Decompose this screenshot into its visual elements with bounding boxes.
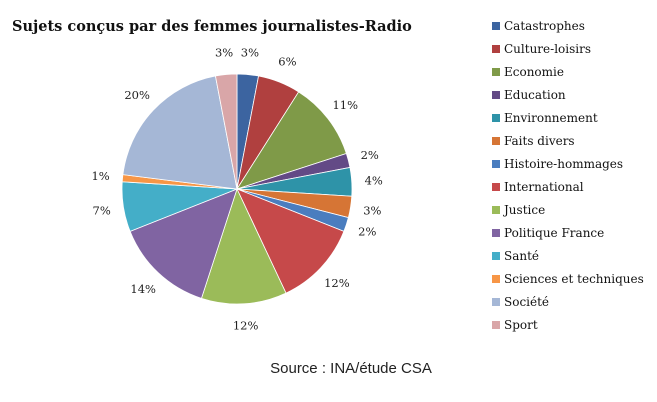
legend-item: Santé <box>492 244 644 267</box>
legend-item: Faits divers <box>492 129 644 152</box>
legend-label: Justice <box>504 202 546 217</box>
data-label: 3% <box>363 203 381 217</box>
legend-swatch <box>492 182 500 191</box>
data-label: 2% <box>361 148 379 162</box>
pie-slice-justice <box>200 187 287 305</box>
pie-slice-politique-france <box>129 188 238 299</box>
legend-swatch <box>492 320 500 329</box>
legend-label: Culture-loisirs <box>504 41 591 56</box>
legend-swatch <box>492 297 500 306</box>
legend-item: Economie <box>492 60 644 83</box>
legend-item: Environnement <box>492 106 644 129</box>
legend-label: Environnement <box>504 110 598 125</box>
data-label: 20% <box>124 88 150 102</box>
legend-item: Justice <box>492 198 644 221</box>
legend-item: International <box>492 175 644 198</box>
data-label: 14% <box>130 282 156 296</box>
legend-swatch <box>492 274 500 283</box>
legend-label: Education <box>504 87 566 102</box>
pie-slice-international <box>236 188 345 294</box>
legend-swatch <box>492 251 500 260</box>
legend-label: Politique France <box>504 225 605 240</box>
legend-item: Sciences et techniques <box>492 267 644 290</box>
legend-item: Société <box>492 290 644 313</box>
legend-label: Catastrophes <box>504 18 585 33</box>
legend-label: Sciences et techniques <box>504 271 644 286</box>
data-label: 12% <box>324 276 350 290</box>
data-label: 6% <box>278 55 296 69</box>
legend: Catastrophes Culture-loisirs Economie Educa… <box>492 14 644 336</box>
legend-label: Sport <box>504 317 538 332</box>
legend-item: Histoire-hommages <box>492 152 644 175</box>
legend-swatch <box>492 90 500 99</box>
chart-title: Sujets conçus par des femmes journaliste… <box>12 18 412 35</box>
legend-label: Economie <box>504 64 564 79</box>
legend-swatch <box>492 67 500 76</box>
data-label: 3% <box>241 46 259 60</box>
source-note: Source : INA/étude CSA <box>270 360 432 377</box>
legend-swatch <box>492 228 500 237</box>
legend-item: Culture-loisirs <box>492 37 644 60</box>
legend-item: Sport <box>492 313 644 336</box>
legend-swatch <box>492 113 500 122</box>
legend-swatch <box>492 205 500 214</box>
legend-swatch <box>492 136 500 145</box>
pie-slice-economie <box>236 91 347 190</box>
pie-slice-sport <box>214 73 238 190</box>
legend-item: Catastrophes <box>492 14 644 37</box>
legend-swatch <box>492 21 500 30</box>
data-label: 11% <box>332 98 358 112</box>
legend-label: Société <box>504 294 550 309</box>
data-label: 3% <box>215 46 233 60</box>
data-label: 7% <box>93 203 111 217</box>
data-label: 4% <box>365 173 383 187</box>
data-label: 12% <box>233 319 259 333</box>
data-label: 2% <box>358 224 376 238</box>
legend-label: Faits divers <box>504 133 575 148</box>
legend-label: Histoire-hommages <box>504 156 624 171</box>
legend-label: Santé <box>504 248 540 263</box>
legend-item: Politique France <box>492 221 644 244</box>
legend-item: Education <box>492 83 644 106</box>
legend-label: International <box>504 179 584 194</box>
legend-swatch <box>492 44 500 53</box>
data-label: 1% <box>91 169 109 183</box>
legend-swatch <box>492 159 500 168</box>
pie-slice-soci-t- <box>122 75 238 190</box>
